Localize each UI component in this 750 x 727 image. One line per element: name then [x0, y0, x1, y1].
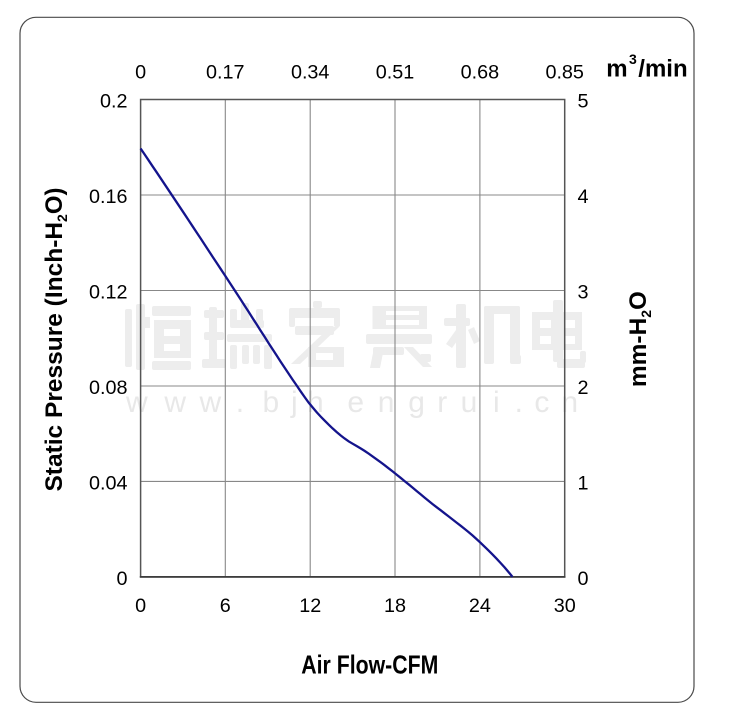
- svg-text:j: j: [290, 386, 298, 419]
- svg-text:0.85: 0.85: [545, 62, 584, 84]
- svg-text:0.08: 0.08: [89, 377, 128, 399]
- svg-text:0.2: 0.2: [100, 91, 128, 113]
- svg-text:0: 0: [116, 568, 127, 590]
- svg-text:1: 1: [578, 472, 589, 494]
- svg-text:g: g: [408, 386, 425, 419]
- svg-text:m: m: [606, 56, 627, 83]
- svg-text:5: 5: [578, 91, 589, 113]
- svg-text:/min: /min: [638, 56, 687, 83]
- svg-text:w: w: [163, 386, 186, 419]
- svg-text:0.12: 0.12: [89, 282, 128, 304]
- svg-text:n: n: [378, 386, 395, 419]
- svg-text:0.34: 0.34: [291, 62, 330, 84]
- svg-text:Static Pressure (Inch-H2O): Static Pressure (Inch-H2O): [41, 187, 70, 491]
- svg-text:3: 3: [578, 282, 589, 304]
- svg-text:30: 30: [554, 595, 576, 617]
- svg-text:0: 0: [578, 568, 589, 590]
- svg-text:0: 0: [135, 62, 146, 84]
- svg-text:2: 2: [578, 377, 589, 399]
- svg-text:0.51: 0.51: [376, 62, 415, 84]
- svg-text:.: .: [236, 386, 244, 419]
- svg-text:0: 0: [135, 595, 146, 617]
- svg-text:24: 24: [469, 595, 491, 617]
- svg-text:0.68: 0.68: [461, 62, 500, 84]
- svg-text:w: w: [125, 386, 148, 419]
- svg-text:e: e: [347, 386, 364, 419]
- svg-text:c: c: [534, 386, 549, 419]
- svg-text:b: b: [263, 386, 280, 419]
- svg-text:.: .: [515, 386, 523, 419]
- svg-text:0.16: 0.16: [89, 186, 128, 208]
- svg-text:r: r: [437, 386, 447, 419]
- svg-text:mm-H2O: mm-H2O: [625, 291, 654, 387]
- svg-text:12: 12: [299, 595, 321, 617]
- svg-text:h: h: [307, 386, 324, 419]
- svg-text:0.04: 0.04: [89, 472, 128, 494]
- svg-text:i: i: [493, 386, 500, 419]
- svg-text:0.17: 0.17: [206, 62, 245, 84]
- svg-text:18: 18: [384, 595, 406, 617]
- svg-text:n: n: [561, 386, 578, 419]
- svg-text:u: u: [461, 386, 478, 419]
- svg-text:6: 6: [220, 595, 231, 617]
- svg-text:3: 3: [629, 51, 637, 67]
- svg-text:Air Flow-CFM: Air Flow-CFM: [301, 650, 438, 680]
- svg-text:4: 4: [578, 186, 589, 208]
- svg-text:w: w: [199, 386, 222, 419]
